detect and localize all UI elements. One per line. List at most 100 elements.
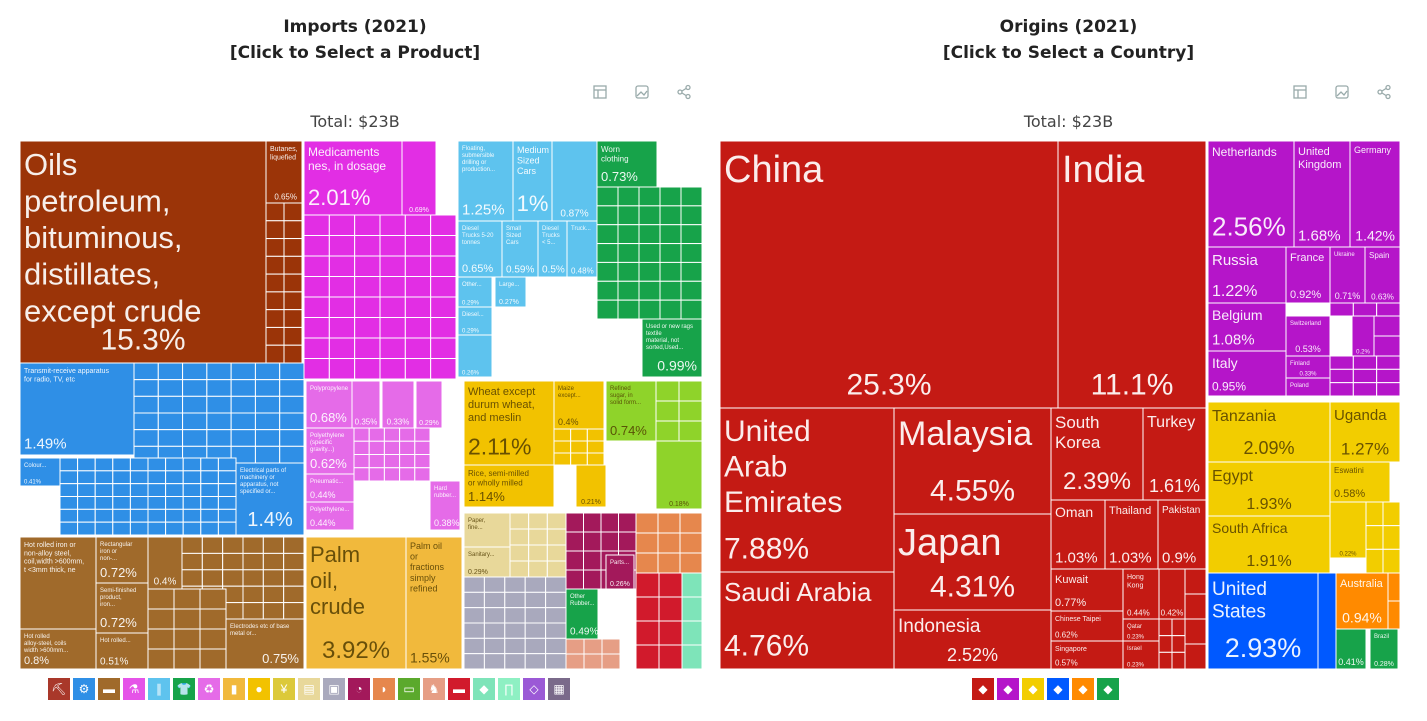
tile-refined-sugar-in-solid-form[interactable] [605, 380, 657, 442]
small-tile[interactable] [680, 280, 702, 301]
tile-south-korea[interactable] [1050, 407, 1144, 501]
table-icon[interactable] [1292, 84, 1308, 100]
small-tile[interactable] [617, 205, 640, 226]
small-tile[interactable] [353, 454, 370, 469]
small-tile[interactable] [617, 261, 640, 282]
small-tile[interactable] [200, 457, 219, 472]
small-tile[interactable] [147, 608, 175, 630]
share-icon[interactable] [1376, 84, 1392, 100]
small-tile[interactable] [659, 186, 682, 207]
small-tile[interactable] [583, 550, 602, 571]
small-tile[interactable] [262, 585, 285, 604]
small-tile[interactable] [546, 528, 567, 546]
small-tile[interactable] [635, 644, 660, 669]
small-tile[interactable] [463, 576, 485, 593]
tile-0-26[interactable] [457, 334, 493, 378]
small-tile[interactable] [222, 536, 244, 554]
small-tile[interactable] [570, 440, 588, 454]
small-tile[interactable] [230, 379, 256, 397]
tile-rect[interactable] [20, 362, 135, 456]
small-tile[interactable] [596, 299, 619, 320]
small-tile[interactable] [524, 653, 547, 669]
small-tile[interactable] [545, 607, 567, 624]
small-tile[interactable] [546, 560, 567, 578]
tile-rice-semi-milled-or-wholly-mil[interactable] [463, 464, 555, 508]
small-tile[interactable] [1376, 355, 1401, 370]
tile-polypropylene[interactable] [305, 380, 353, 429]
tile-rect[interactable] [235, 462, 305, 536]
small-tile[interactable] [659, 205, 682, 226]
gauge-icon[interactable]: ◔ [348, 678, 370, 700]
tile-rect[interactable] [381, 380, 415, 429]
small-tile[interactable] [1365, 548, 1384, 574]
small-tile[interactable] [635, 620, 660, 646]
tile-0-33[interactable] [381, 380, 415, 429]
small-tile[interactable] [354, 317, 381, 339]
tile-united-states[interactable] [1207, 572, 1319, 669]
small-tile[interactable] [404, 317, 432, 339]
tile-rect[interactable] [1158, 568, 1186, 620]
tile-rect[interactable] [1207, 401, 1331, 463]
small-tile[interactable] [354, 214, 381, 236]
small-tile[interactable] [265, 326, 285, 346]
small-tile[interactable] [399, 454, 416, 469]
small-tile[interactable] [206, 362, 232, 381]
small-tile[interactable] [600, 512, 619, 533]
flask-icon[interactable]: ⚗ [123, 678, 145, 700]
tile-0-21[interactable] [575, 464, 607, 508]
small-tile[interactable] [328, 255, 356, 277]
tile-rect[interactable] [95, 582, 149, 634]
tile-small-sized-cars[interactable] [501, 220, 539, 278]
tile-indonesia[interactable] [893, 609, 1052, 669]
tile-worn-clothing[interactable] [596, 141, 658, 188]
tile-rect[interactable] [95, 536, 149, 584]
small-tile[interactable] [504, 576, 526, 593]
north-america-icon[interactable]: ◆ [1047, 678, 1069, 700]
tile-butanes-liquefied[interactable] [265, 141, 303, 204]
small-tile[interactable] [200, 483, 219, 497]
tile-0-18[interactable] [655, 440, 702, 510]
small-tile[interactable] [383, 440, 401, 455]
small-tile[interactable] [1171, 651, 1186, 669]
tile-hot-rolled[interactable] [95, 632, 149, 669]
small-tile[interactable] [94, 496, 114, 510]
small-tile[interactable] [182, 395, 208, 414]
small-tile[interactable] [201, 536, 224, 554]
tile-rect[interactable] [305, 380, 353, 429]
tile-rect[interactable] [1335, 572, 1389, 630]
small-tile[interactable] [157, 395, 184, 414]
small-tile[interactable] [173, 608, 201, 630]
small-tile[interactable] [217, 457, 237, 472]
small-tile[interactable] [262, 552, 285, 571]
tile-australia[interactable] [1335, 572, 1389, 630]
tile-rect[interactable] [537, 220, 568, 278]
rail-icon[interactable]: ▬ [448, 678, 470, 700]
tile-saudi-arabia[interactable] [720, 571, 895, 669]
tile-rect[interactable] [1122, 568, 1160, 620]
tile-rect[interactable] [95, 632, 149, 669]
tile-egypt[interactable] [1207, 461, 1331, 517]
small-tile[interactable] [635, 596, 660, 622]
small-tile[interactable] [354, 337, 381, 359]
small-tile[interactable] [414, 427, 431, 442]
tile-rect[interactable] [1122, 640, 1160, 669]
image-icon[interactable] [1334, 84, 1350, 100]
small-tile[interactable] [680, 186, 702, 207]
small-tile[interactable] [565, 531, 584, 552]
tile-china[interactable] [720, 141, 1059, 409]
small-tile[interactable] [600, 531, 619, 552]
tile-parts[interactable] [605, 554, 635, 590]
small-tile[interactable] [509, 544, 530, 562]
tile-rect[interactable] [1207, 246, 1287, 304]
tile-0-2[interactable] [1351, 315, 1375, 357]
tile-rect[interactable] [501, 220, 539, 278]
small-tile[interactable] [129, 496, 149, 510]
small-tile[interactable] [283, 309, 303, 328]
small-tile[interactable] [303, 255, 330, 277]
small-tile[interactable] [182, 412, 208, 431]
small-tile[interactable] [655, 400, 680, 422]
small-tile[interactable] [368, 454, 385, 469]
small-tile[interactable] [59, 521, 79, 536]
small-tile[interactable] [77, 483, 96, 497]
small-tile[interactable] [565, 512, 584, 533]
